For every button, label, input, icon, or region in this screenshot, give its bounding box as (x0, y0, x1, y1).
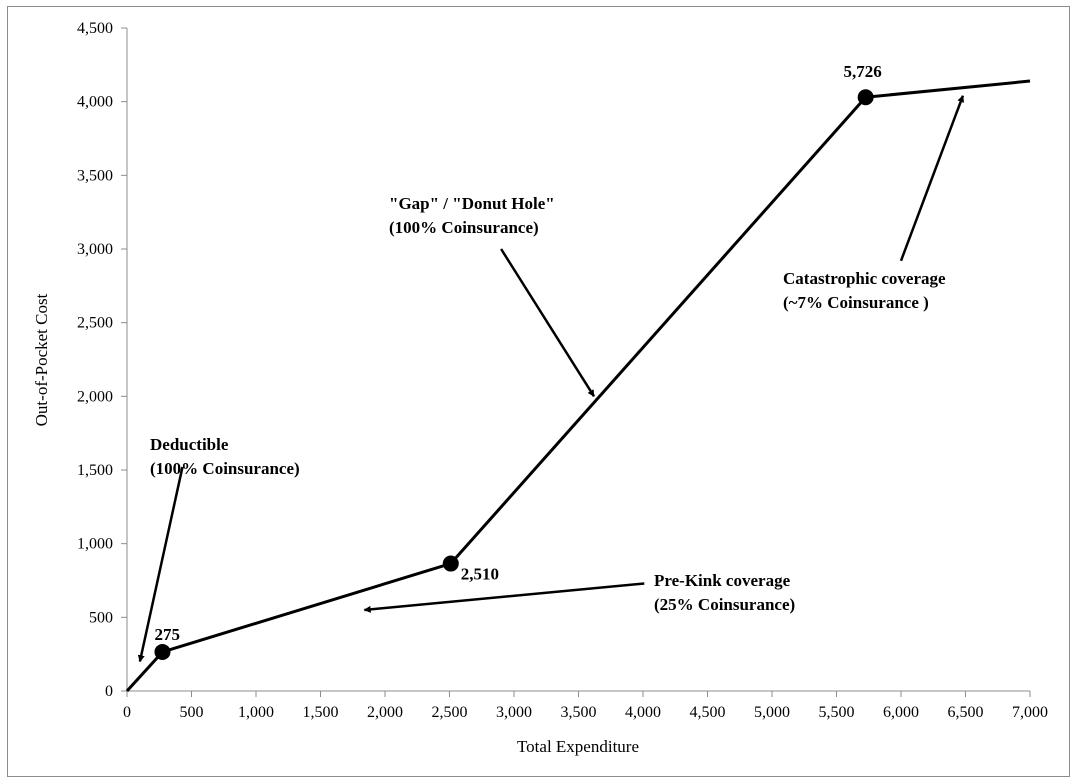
y-tick-label: 0 (105, 683, 113, 700)
annotation-arrow (899, 95, 965, 262)
y-tick-label: 1,000 (77, 536, 113, 553)
y-tick-label: 3,000 (77, 241, 113, 258)
annotation-line: (100% Coinsurance) (389, 218, 539, 237)
annotation-arrow (363, 582, 645, 613)
x-ticks: 0 500 1,000 1,500 2,000 2,500 3,000 3,500 4,000 4… (123, 691, 1048, 721)
annotation-text: Catastrophic coverage (~7% Coinsurance ) (783, 269, 946, 312)
annotation-text: "Gap" / "Donut Hole" (100% Coinsurance) (389, 194, 555, 237)
y-tick-label: 500 (89, 609, 113, 626)
annotation-arrow (500, 248, 596, 397)
x-tick-label: 5,500 (819, 704, 855, 721)
annotation-text: Pre-Kink coverage (25% Coinsurance) (654, 571, 795, 614)
annotation-line: Deductible (150, 435, 229, 454)
marker-layer: 275 2,510 5,726 (154, 62, 882, 660)
y-tick-label: 3,500 (77, 167, 113, 184)
y-axis-title: Out-of-Pocket Cost (32, 293, 51, 426)
x-tick-label: 0 (123, 704, 131, 721)
annotation-text: Deductible (100% Coinsurance) (150, 435, 300, 478)
kink-point-label: 5,726 (844, 62, 882, 81)
y-tick-label: 2,000 (77, 388, 113, 405)
annotation-layer: Deductible (100% Coinsurance)"Gap" / "Don… (137, 95, 965, 663)
y-ticks: 0 500 1,000 1,500 2,000 2,500 3,000 3,500 4,000 4… (77, 20, 127, 700)
annotation-line: (100% Coinsurance) (150, 459, 300, 478)
series-layer (125, 79, 1031, 693)
x-tick-label: 1,500 (303, 704, 339, 721)
x-tick-label: 4,000 (625, 704, 661, 721)
annotation-line: "Gap" / "Donut Hole" (389, 194, 555, 213)
y-tick-label: 4,500 (77, 20, 113, 37)
x-tick-label: 3,500 (561, 704, 597, 721)
annotation-line: Pre-Kink coverage (654, 571, 791, 590)
kink-point-marker (154, 643, 171, 660)
y-tick-label: 2,500 (77, 315, 113, 332)
x-tick-label: 6,000 (883, 704, 919, 721)
annotation-line: (25% Coinsurance) (654, 595, 795, 614)
series-line (125, 79, 1031, 693)
annotation-line: Catastrophic coverage (783, 269, 946, 288)
x-tick-label: 5,000 (754, 704, 790, 721)
x-tick-label: 4,500 (690, 704, 726, 721)
x-tick-label: 2,500 (432, 704, 468, 721)
x-tick-label: 500 (180, 704, 204, 721)
x-tick-label: 2,000 (367, 704, 403, 721)
x-axis-title: Total Expenditure (517, 737, 639, 756)
x-tick-label: 7,000 (1012, 704, 1048, 721)
y-tick-label: 4,000 (77, 94, 113, 111)
x-tick-label: 1,000 (238, 704, 274, 721)
kink-point-marker (442, 555, 459, 572)
x-tick-label: 6,500 (948, 704, 984, 721)
annotation-line: (~7% Coinsurance ) (783, 293, 929, 312)
chart-frame (7, 6, 1070, 777)
y-tick-label: 1,500 (77, 462, 113, 479)
kink-point-label: 2,510 (461, 565, 499, 584)
annotation-arrow (137, 466, 184, 663)
x-tick-label: 3,000 (496, 704, 532, 721)
kink-point-label: 275 (154, 625, 180, 644)
kink-point-marker (857, 89, 874, 106)
